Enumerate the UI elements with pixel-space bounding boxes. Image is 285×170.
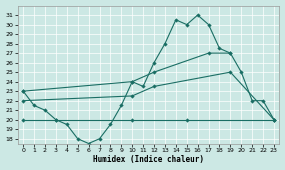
X-axis label: Humidex (Indice chaleur): Humidex (Indice chaleur)	[93, 155, 204, 164]
